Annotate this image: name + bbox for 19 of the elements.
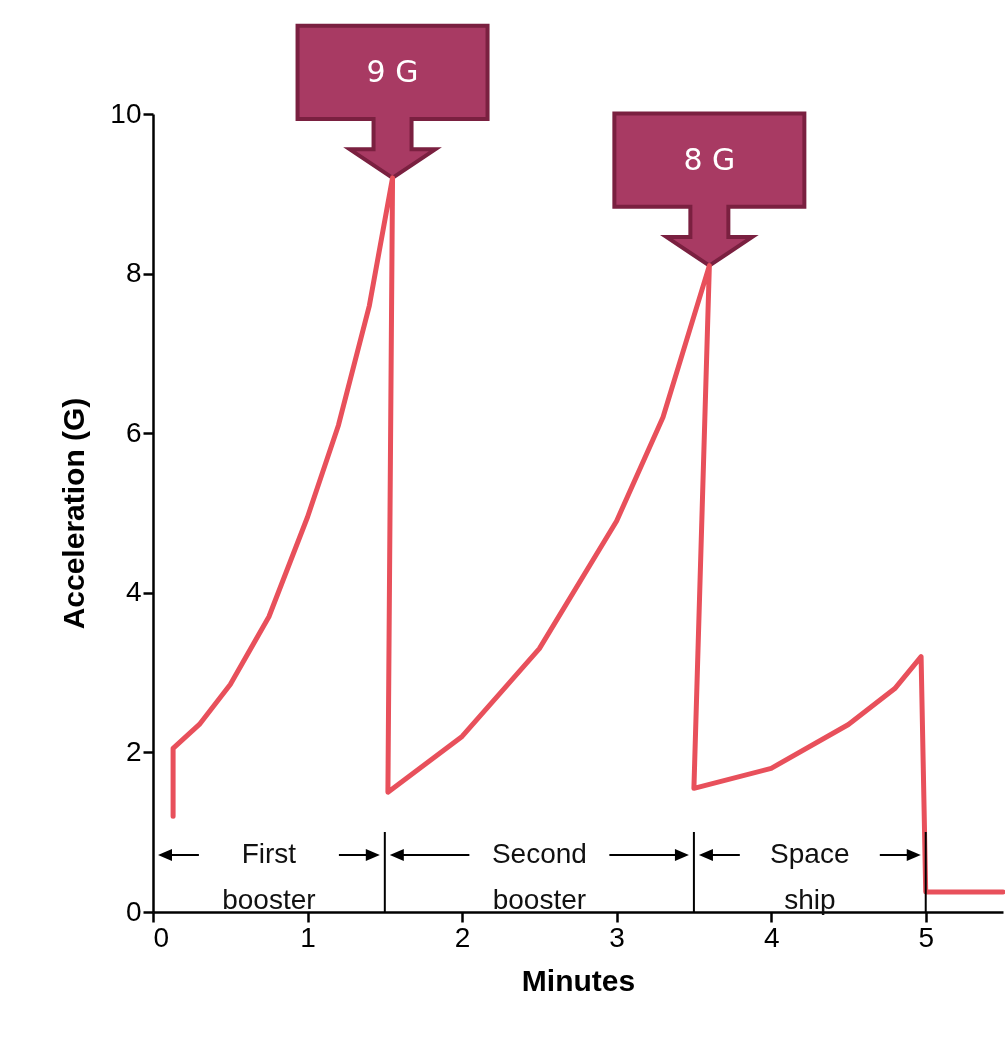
x-tick-label: 5 (918, 921, 935, 953)
x-tick-label: 4 (763, 921, 780, 953)
annotation: 8 G (683, 141, 736, 177)
y-axis-title: Acceleration (G) (57, 397, 91, 630)
y-tick-label: 8 (125, 257, 142, 289)
annotation: Space ship (770, 838, 850, 915)
y-tick-label: 4 (125, 576, 142, 608)
x-tick-label: 3 (609, 921, 625, 953)
x-tick-label: 1 (300, 921, 316, 953)
y-tick-label: 2 (125, 735, 142, 767)
x-tick-label: 0 (153, 921, 170, 953)
x-tick-label: 2 (454, 921, 471, 953)
annotation: First booster (222, 838, 316, 915)
y-tick-label: 10 (110, 97, 142, 129)
y-tick-label: 6 (125, 416, 142, 448)
annotation: 9 G (366, 53, 419, 89)
y-tick-label: 0 (125, 895, 142, 927)
annotation: Second booster (491, 838, 587, 915)
x-axis-title: Minutes (521, 963, 636, 997)
